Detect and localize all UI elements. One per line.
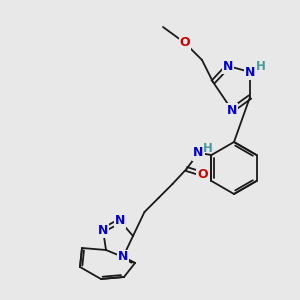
Text: N: N [193, 146, 204, 160]
Text: O: O [197, 167, 208, 181]
Text: O: O [180, 37, 190, 50]
Text: H: H [256, 61, 266, 74]
Text: H: H [202, 142, 212, 155]
Text: N: N [227, 103, 237, 116]
Text: N: N [98, 224, 108, 236]
Text: N: N [115, 214, 125, 227]
Text: N: N [245, 65, 255, 79]
Text: N: N [223, 59, 233, 73]
Text: N: N [118, 250, 128, 263]
